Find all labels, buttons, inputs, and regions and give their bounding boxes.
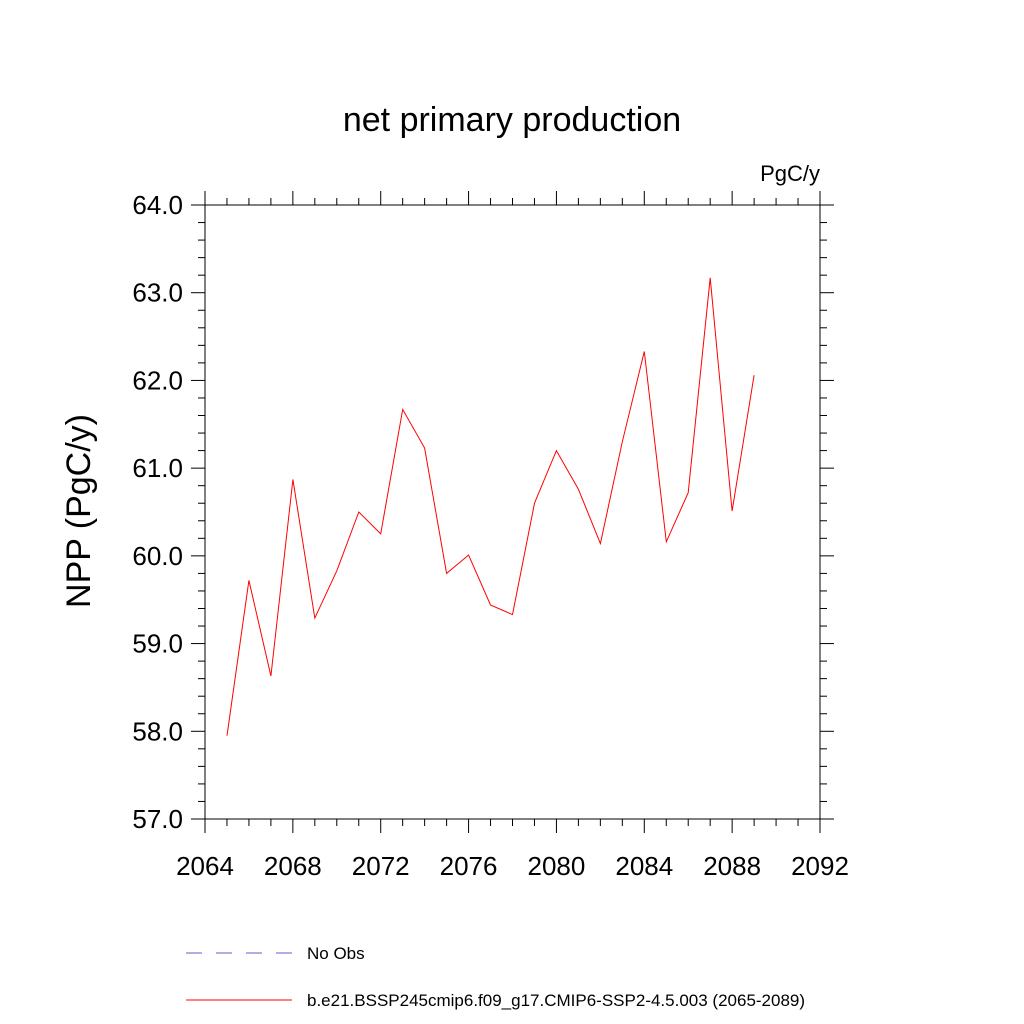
y-tick-label: 59.0	[132, 629, 183, 659]
y-tick-label: 64.0	[132, 190, 183, 220]
x-tick-label: 2068	[264, 851, 322, 881]
y-tick-label: 63.0	[132, 278, 183, 308]
x-tick-label: 2064	[176, 851, 234, 881]
x-tick-label: 2076	[440, 851, 498, 881]
y-tick-label: 60.0	[132, 541, 183, 571]
x-tick-label: 2072	[352, 851, 410, 881]
plot-frame	[204, 204, 821, 820]
series-lines	[226, 277, 755, 736]
x-tick-label: 2084	[615, 851, 673, 881]
y-tick-label: 57.0	[132, 804, 183, 834]
chart-title: net primary production	[343, 101, 681, 139]
y-tick-label: 58.0	[132, 716, 183, 746]
legend-label-no-obs: No Obs	[307, 944, 365, 963]
units-label: PgC/y	[760, 161, 820, 186]
x-tick-label: 2080	[528, 851, 586, 881]
x-tick-labels: 2064 2068 2072 2076 2080 2084 2088 2092	[176, 851, 849, 881]
y-tick-label: 62.0	[132, 365, 183, 395]
x-tick-label: 2088	[703, 851, 761, 881]
legend-label-series: b.e21.BSSP245cmip6.f09_g17.CMIP6-SSP2-4.…	[307, 991, 805, 1010]
legend: No Obs b.e21.BSSP245cmip6.f09_g17.CMIP6-…	[186, 944, 805, 1010]
y-axis-label: NPP (PgC/y)	[60, 414, 98, 608]
y-tick-labels: 57.0 58.0 59.0 60.0 61.0 62.0 63.0 64.0	[132, 190, 183, 834]
major-ticks	[191, 191, 834, 833]
series-line-0	[226, 277, 755, 736]
y-tick-label: 61.0	[132, 453, 183, 483]
minor-ticks	[198, 198, 827, 826]
x-tick-label: 2092	[791, 851, 849, 881]
